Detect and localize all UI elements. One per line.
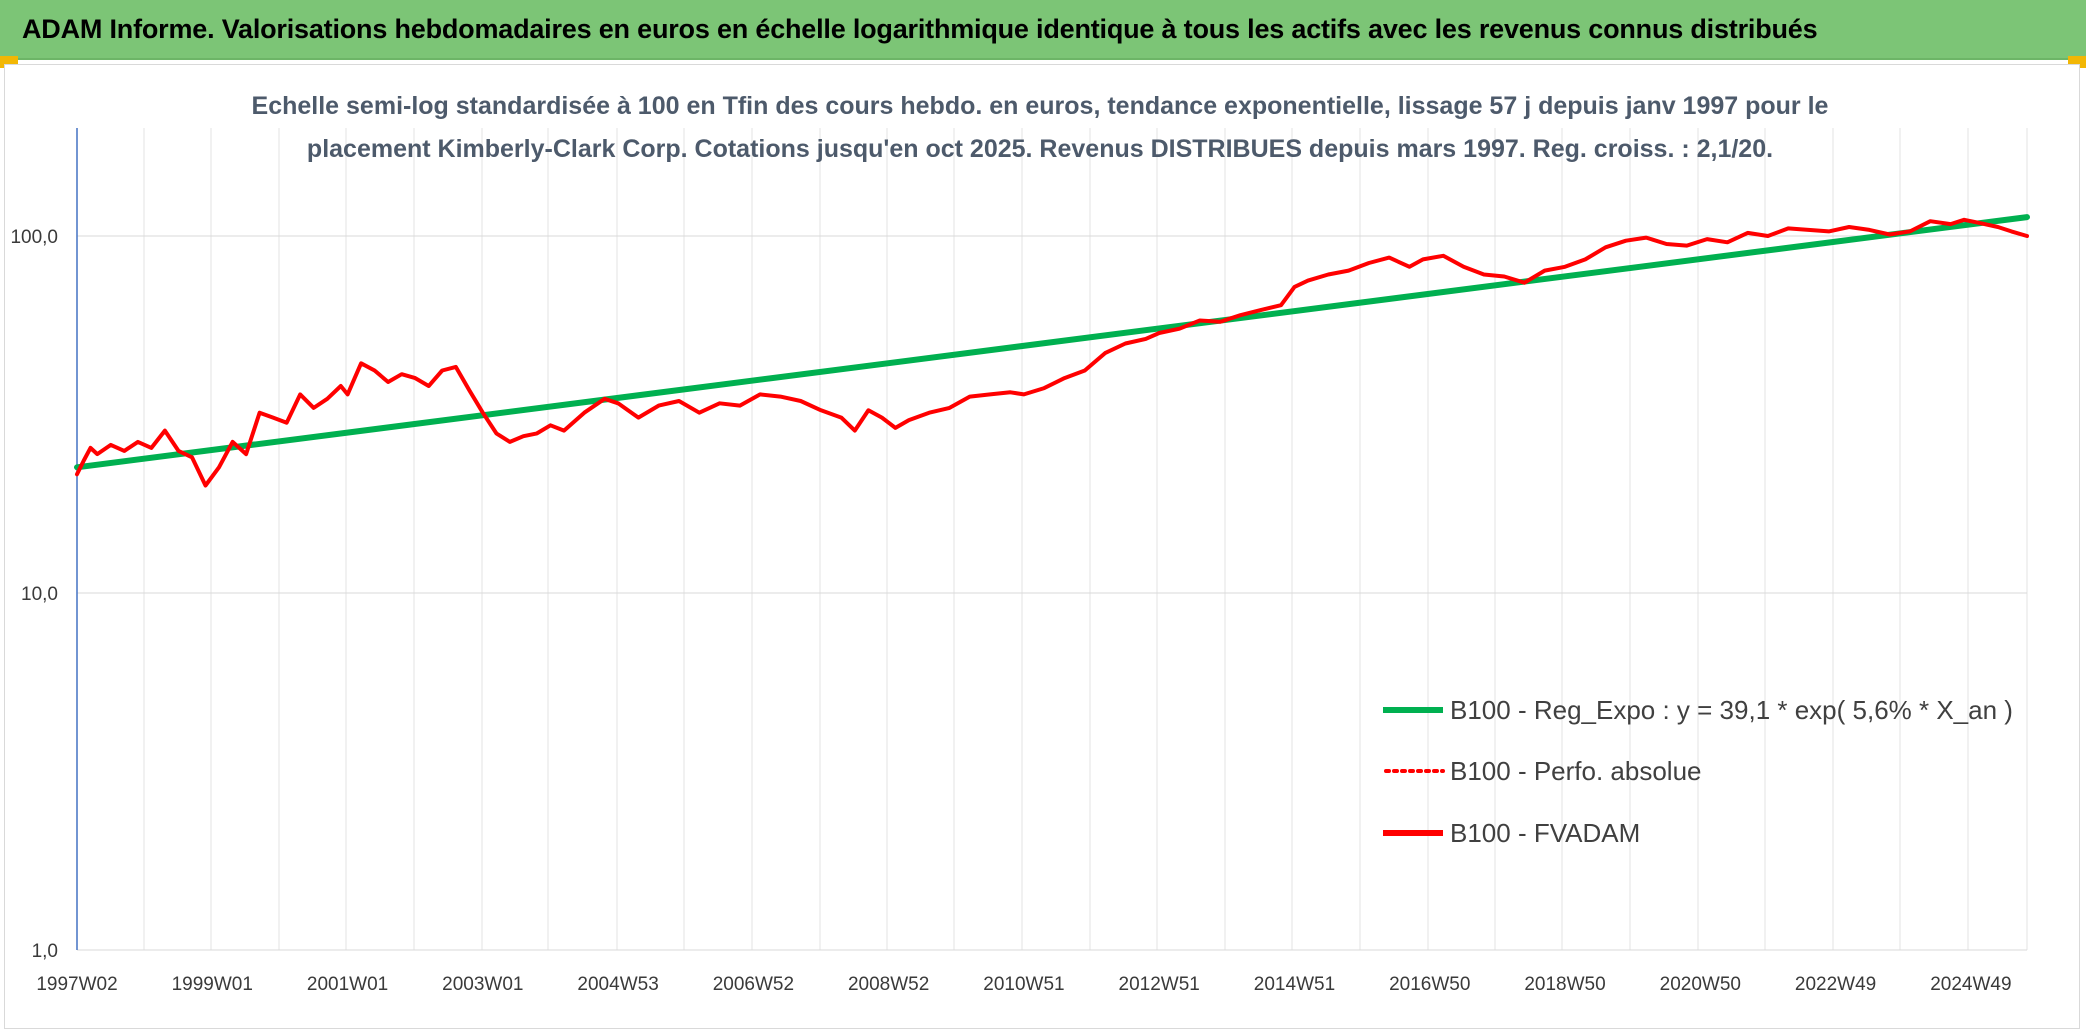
x-tick-label-7: 2010W51: [983, 974, 1064, 995]
report-title: ADAM Informe. Valorisations hebdomadaire…: [22, 13, 1818, 44]
x-tick-label-5: 2006W52: [713, 974, 794, 995]
legend-label-perf: B100 - Perfo. absolue: [1450, 756, 1702, 786]
legend-label-trend: B100 - Reg_Expo : y = 39,1 * exp( 5,6% *…: [1450, 695, 2013, 725]
y-tick-label-0: 1,0: [32, 941, 58, 962]
x-tick-label-13: 2022W49: [1795, 974, 1876, 995]
chart-subtitle-line-2: placement Kimberly-Clark Corp. Cotations…: [307, 135, 1773, 163]
y-tick-label-1: 10,0: [21, 584, 58, 605]
legend-label-fvadam: B100 - FVADAM: [1450, 818, 1640, 848]
x-tick-labels: 1997W02 1999W01 2001W01 2003W01 2004W53 2006W…: [36, 974, 2011, 995]
chart-subtitle-line-1: Echelle semi-log standardisée à 100 en T…: [252, 92, 1829, 120]
y-tick-label-2: 100,0: [10, 227, 58, 248]
chart-legend: B100 - Reg_Expo : y = 39,1 * exp( 5,6% *…: [1383, 695, 2013, 848]
series-line-trend: [74, 214, 2030, 471]
series-line-fvadam: [75, 217, 2029, 488]
series-layer: [74, 214, 2030, 488]
x-tick-label-3: 2003W01: [442, 974, 523, 995]
x-tick-label-10: 2016W50: [1389, 974, 1470, 995]
x-tick-label-4: 2004W53: [577, 974, 658, 995]
y-tick-labels: 1,0 10,0 100,0: [10, 227, 58, 962]
report-banner: ADAM Informe. Valorisations hebdomadaire…: [0, 0, 2086, 60]
x-tick-label-11: 2018W50: [1524, 974, 1605, 995]
grid-layer: [76, 128, 2028, 951]
x-tick-label-14: 2024W49: [1930, 974, 2011, 995]
x-tick-label-0: 1997W02: [36, 974, 117, 995]
x-tick-label-8: 2012W51: [1119, 974, 1200, 995]
chart-frame: [4, 64, 2080, 1029]
x-tick-label-6: 2008W52: [848, 974, 929, 995]
x-tick-label-9: 2014W51: [1254, 974, 1335, 995]
x-tick-label-1: 1999W01: [172, 974, 253, 995]
x-tick-label-12: 2020W50: [1660, 974, 1741, 995]
x-tick-label-2: 2001W01: [307, 974, 388, 995]
